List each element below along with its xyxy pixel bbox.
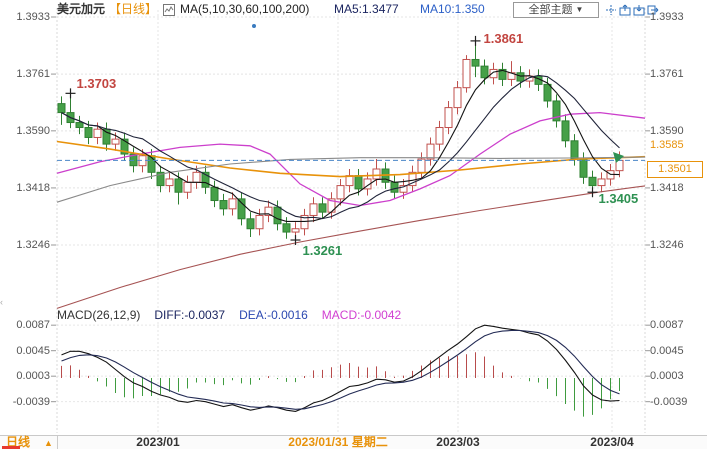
macd-tick-label: 0.0087: [650, 319, 684, 332]
symbol-title: 美元加元: [57, 2, 106, 16]
price-tick-label: 1.3418: [16, 181, 50, 194]
last-price-box: 1.3501: [647, 161, 703, 178]
price-tick-label: 1.3933: [16, 11, 50, 23]
macd-tick-label: -0.0039: [12, 395, 50, 408]
price-tick-label: 1.3761: [16, 68, 50, 81]
pan-right-icon[interactable]: [647, 3, 659, 15]
crosshair-icon[interactable]: [605, 3, 617, 15]
price-tick-label: 1.3590: [650, 124, 684, 137]
footer-divider: [57, 436, 58, 449]
theme-dropdown-button[interactable]: 全部主题 ▼: [513, 2, 599, 18]
date-label: 2023/01: [136, 435, 180, 449]
date-label: 2023/03: [436, 435, 480, 449]
macd-tick-label: 0.0045: [16, 344, 50, 357]
ma5-value: MA5:1.3477: [334, 2, 399, 16]
price-tick-label: 1.3246: [650, 239, 684, 251]
period-tag: 【日线】: [109, 2, 158, 16]
price-annotation: 1.3861: [483, 30, 524, 46]
macd-tick-label: 0.0003: [16, 370, 50, 383]
price-tick-label: 1.3761: [650, 68, 684, 81]
macd-dea-value: DEA:-0.0016: [239, 308, 308, 322]
macd-macd-value: MACD:-0.0042: [321, 308, 402, 322]
chevron-down-icon: ▼: [575, 5, 584, 14]
date-label-selected: 2023/01/31 星期二: [288, 435, 388, 449]
price-tick-label: 1.3246: [16, 239, 50, 251]
indicator-icon: [163, 3, 175, 16]
macd-header: MACD(26,12,9) DIFF:-0.0037 DEA:-0.0016 MACD…: [57, 308, 415, 322]
ma10-value: MA10:1.350: [420, 2, 485, 16]
ask-price-label: 1.3585: [650, 139, 684, 151]
macd-tick-label: 0.0003: [650, 370, 684, 383]
theme-dropdown-label: 全部主题: [528, 4, 573, 16]
price-annotation: 1.3703: [76, 76, 117, 92]
bottom-left-red-strip: [2, 446, 20, 449]
date-label: 2023/04: [590, 435, 634, 449]
price-annotation: 1.3405: [598, 191, 639, 207]
triangle-up-icon[interactable]: ▲: [44, 438, 53, 448]
price-annotation: 1.3261: [302, 243, 343, 259]
price-tick-label: 1.3590: [16, 124, 50, 137]
price-tick-label: 1.3933: [650, 11, 684, 23]
ma-settings-label: MA(5,10,30,60,100,200): [180, 2, 310, 16]
marker-dot: [252, 24, 256, 28]
macd-tick-label: 0.0045: [650, 344, 684, 357]
time-axis-bar: [0, 435, 707, 449]
price-tick-label: 1.3418: [650, 181, 684, 194]
left-edge-artifact: ‹: [0, 297, 3, 307]
period-selector[interactable]: 日线: [6, 435, 31, 449]
macd-tick-label: 0.0087: [16, 319, 50, 332]
macd-params-label: MACD(26,12,9): [57, 308, 141, 322]
macd-tick-label: -0.0039: [650, 395, 688, 408]
zoom-in-icon[interactable]: [619, 3, 631, 16]
zoom-out-icon[interactable]: [633, 3, 645, 16]
macd-diff-value: DIFF:-0.0037: [154, 308, 226, 322]
